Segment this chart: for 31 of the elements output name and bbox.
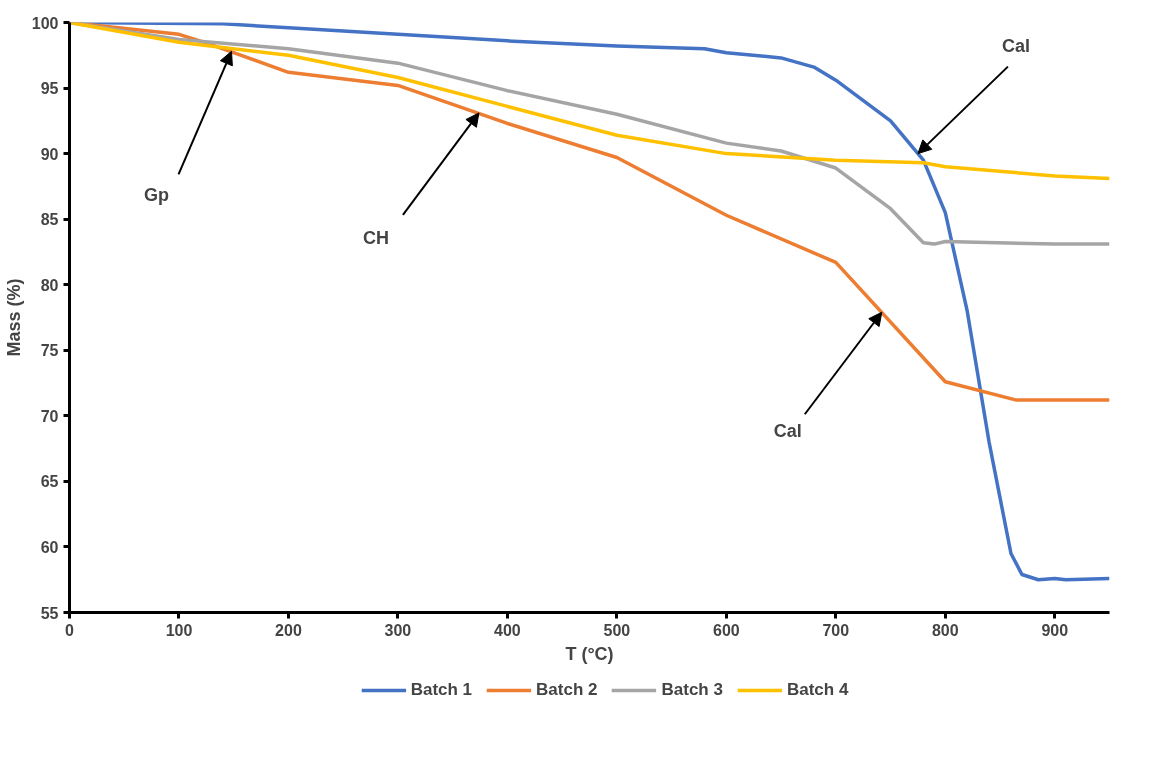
x-axis-title: T (°C) <box>565 643 614 664</box>
legend-label: Batch 1 <box>410 680 473 700</box>
x-tick-label: 300 <box>384 621 412 639</box>
y-tick-label: 75 <box>40 342 59 360</box>
y-axis-title: Mass (%) <box>3 278 24 357</box>
legend-label: Batch 2 <box>536 680 598 700</box>
x-tick-label: 900 <box>1041 621 1069 639</box>
legend-label: Batch 3 <box>661 680 723 700</box>
annotation: Gp <box>144 185 170 206</box>
y-tick-label: 85 <box>40 211 59 229</box>
y-tick-label: 55 <box>40 604 59 622</box>
x-tick-label: 400 <box>494 621 521 639</box>
x-tick-label: 0 <box>65 621 75 639</box>
y-tick-label: 65 <box>40 473 59 491</box>
x-tick-label: 800 <box>931 621 959 639</box>
y-tick-label: 90 <box>40 145 59 163</box>
x-tick-label: 500 <box>603 621 631 639</box>
legend-label: Batch 4 <box>786 680 849 700</box>
y-tick-label: 80 <box>40 276 59 294</box>
annotation: CH <box>362 227 389 248</box>
line-series <box>69 22 1110 181</box>
annotation: Cal <box>1001 35 1030 56</box>
x-tick-label: 200 <box>275 621 302 639</box>
x-tick-label: 100 <box>165 621 193 639</box>
annotation: Cal <box>773 421 802 442</box>
x-tick-label: 600 <box>712 621 740 639</box>
y-tick-label: 100 <box>31 14 59 32</box>
y-tick-label: 70 <box>40 407 59 425</box>
x-tick-label: 700 <box>822 621 850 639</box>
y-tick-label: 60 <box>40 538 59 556</box>
y-tick-label: 95 <box>40 80 59 98</box>
